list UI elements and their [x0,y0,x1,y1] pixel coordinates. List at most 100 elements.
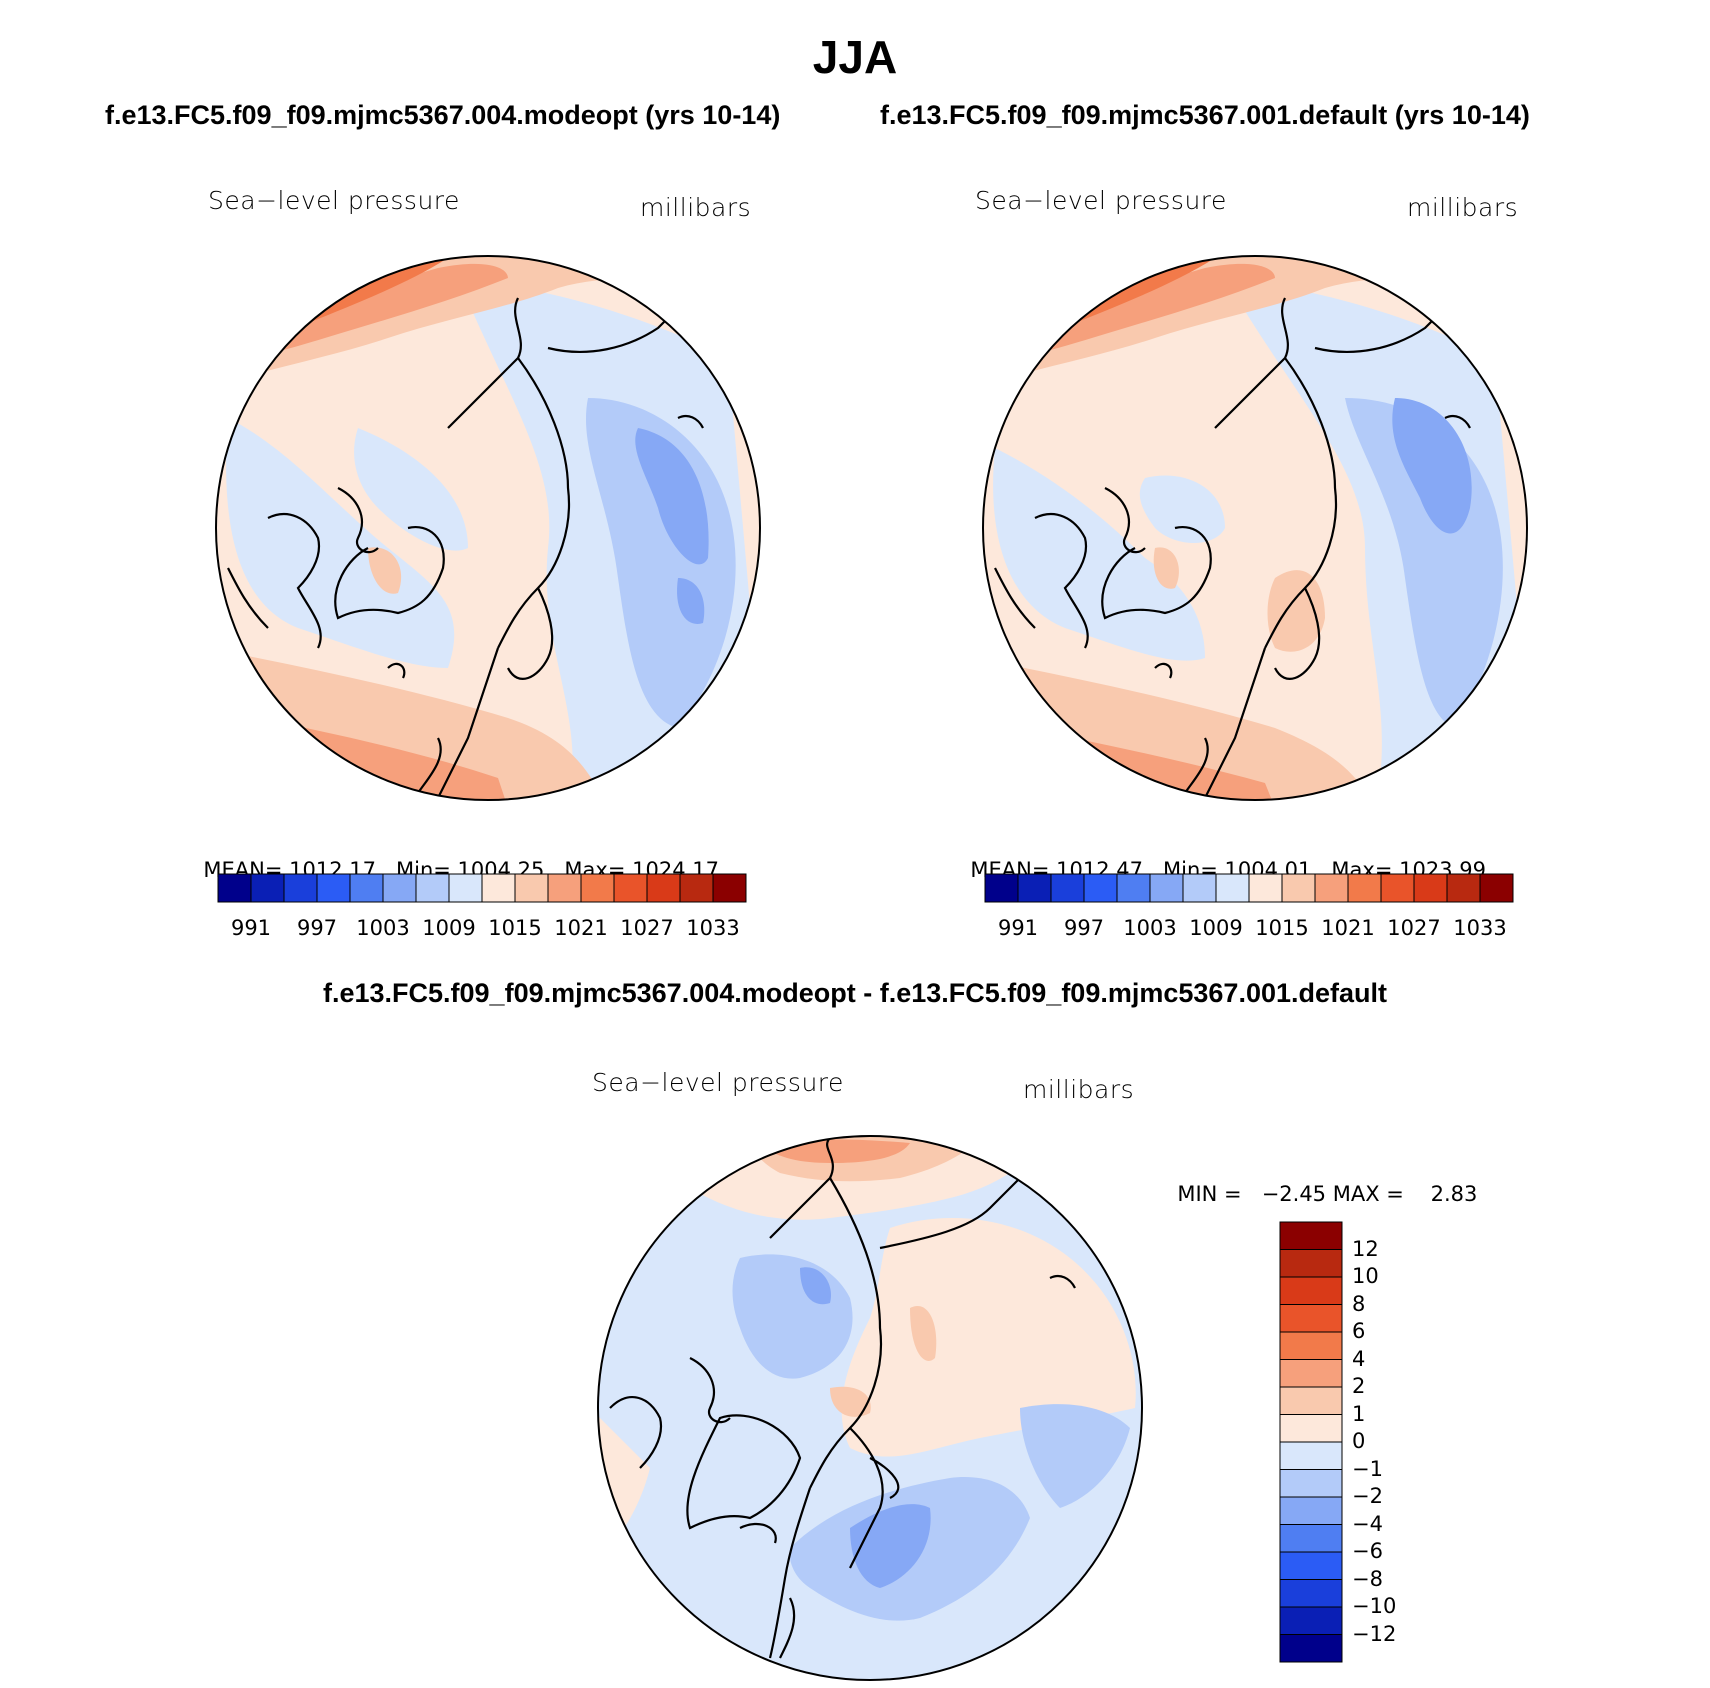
difference-colorbar-tick-label: 1 [1352,1401,1366,1426]
case-title-modeopt: f.e13.FC5.f09_f09.mjmc5367.004.modeopt (… [105,100,781,130]
panel2-colorbar-tick-label: 1003 [1123,916,1177,940]
panel1-colorbar-swatch [382,873,417,903]
panel1-colorbar-swatch [250,873,285,903]
difference-colorbar [1279,1221,1343,1663]
difference-colorbar-tick-label: −10 [1352,1594,1397,1618]
panel1-colorbar-swatch [547,873,582,903]
difference-colorbar-swatch [1279,1276,1343,1305]
panel2-units-label: millibars [1407,193,1519,222]
panel2-colorbar-tick-label: 1009 [1189,916,1243,940]
panel1-colorbar-tick-label: 1015 [488,916,542,940]
panel2-colorbar-swatch [984,873,1019,903]
difference-colorbar-swatch [1279,1551,1343,1580]
case-title-default: f.e13.FC5.f09_f09.mjmc5367.001.default (… [880,100,1530,130]
panel2-colorbar-swatch [1149,873,1184,903]
difference-colorbar-swatch [1279,1469,1343,1498]
difference-colorbar-tick-label: 2 [1352,1374,1366,1398]
page-title: JJA [812,31,898,83]
panel1-colorbar-tick-label: 1009 [422,916,476,940]
panel2-colorbar-tick-label: 991 [997,916,1039,940]
difference-colorbar-tick-label: 6 [1352,1319,1366,1343]
difference-polar-map [597,1135,1143,1681]
panel1-colorbar-tick-label: 1003 [356,916,410,940]
panel1-variable-label: Sea−level pressure [208,186,460,215]
difference-colorbar-tick-label: −4 [1352,1511,1383,1536]
panel1-colorbar-swatch [712,873,747,903]
panel1-colorbar-tick-label: 1033 [686,916,740,940]
difference-colorbar-swatch [1279,1496,1343,1525]
panel2-colorbar-tick-label: 1033 [1453,916,1507,940]
panel1-colorbar-swatch [283,873,318,903]
panel2-colorbar-tick-label: 997 [1063,916,1105,940]
panel1-colorbar-tick-label: 997 [296,916,338,940]
difference-colorbar-swatch [1279,1441,1343,1470]
difference-colorbar-swatch [1279,1359,1343,1388]
panel2-colorbar-swatch [1380,873,1415,903]
diff-stats: MIN = −2.45 MAX = 2.83 [1164,1158,1477,1206]
panel2-colorbar-swatch [1215,873,1250,903]
panel2-colorbar-tick-label: 1015 [1255,916,1309,940]
panel1-colorbar-swatch [349,873,384,903]
panel2-colorbar-swatch [1347,873,1382,903]
panel2-colorbar-swatch [1116,873,1151,903]
difference-colorbar-tick-label: −2 [1352,1484,1383,1508]
panel2-colorbar-swatch [1479,873,1514,903]
panel1-colorbar-swatch [217,873,252,903]
diff-min-label: MIN = [1177,1182,1242,1206]
panel1-colorbar-tick-label: 1027 [620,916,674,940]
difference-colorbar-swatch [1279,1579,1343,1608]
diff-units-label: millibars [1023,1075,1135,1104]
panel2-colorbar-tick-label: 1021 [1321,916,1375,940]
difference-colorbar-swatch [1279,1414,1343,1443]
diff-max-label: MAX = [1332,1182,1404,1206]
difference-colorbar-tick-label: −8 [1352,1566,1383,1591]
panel1-colorbar-swatch [679,873,714,903]
panel1-polar-map [215,255,761,801]
panel1-colorbar-swatch [448,873,483,903]
difference-colorbar-tick-label: 10 [1352,1264,1379,1288]
panel1-colorbar-swatch [613,873,648,903]
difference-colorbar-swatch [1279,1304,1343,1333]
difference-colorbar-swatch [1279,1524,1343,1553]
difference-colorbar-swatch [1279,1386,1343,1415]
difference-colorbar-tick-label: 0 [1352,1429,1366,1453]
panel1-colorbar-tick-label: 991 [230,916,272,940]
panel1-colorbar-tick-label: 1021 [554,916,608,940]
difference-colorbar-tick-label: 12 [1352,1236,1379,1261]
panel2-colorbar-tick-label: 1027 [1387,916,1441,940]
panel1-colorbar-swatch [646,873,681,903]
difference-colorbar-tick-label: 4 [1352,1346,1366,1371]
panel1-colorbar [217,873,747,903]
panel2-colorbar-swatch [1050,873,1085,903]
panel2-colorbar-swatch [1017,873,1052,903]
difference-colorbar-tick-label: −12 [1352,1621,1397,1646]
difference-colorbar-swatch [1279,1221,1343,1250]
panel2-colorbar-swatch [1281,873,1316,903]
difference-colorbar-swatch [1279,1606,1343,1635]
panel2-colorbar-swatch [1314,873,1349,903]
difference-colorbar-tick-label: 8 [1352,1291,1366,1316]
diff-max-value: 2.83 [1430,1182,1478,1206]
panel2-colorbar-swatch [1083,873,1118,903]
panel1-colorbar-swatch [481,873,516,903]
diff-min-value: −2.45 [1261,1182,1327,1206]
difference-colorbar-swatch [1279,1249,1343,1278]
panel2-colorbar-swatch [1182,873,1217,903]
difference-title: f.e13.FC5.f09_f09.mjmc5367.004.modeopt -… [322,978,1387,1008]
panel2-colorbar-swatch [1413,873,1448,903]
panel1-colorbar-swatch [514,873,549,903]
panel1-colorbar-swatch [316,873,351,903]
panel1-units-label: millibars [640,193,752,222]
difference-colorbar-swatch [1279,1331,1343,1360]
diff-variable-label: Sea−level pressure [592,1068,844,1097]
panel1-colorbar-swatch [580,873,615,903]
panel2-colorbar [984,873,1514,903]
panel2-colorbar-swatch [1248,873,1283,903]
panel2-colorbar-swatch [1446,873,1481,903]
panel1-colorbar-swatch [415,873,450,903]
difference-colorbar-tick-label: −1 [1352,1456,1383,1481]
difference-colorbar-tick-label: −6 [1352,1539,1383,1563]
difference-colorbar-swatch [1279,1634,1343,1663]
panel2-variable-label: Sea−level pressure [975,186,1227,215]
panel2-polar-map [982,255,1528,801]
